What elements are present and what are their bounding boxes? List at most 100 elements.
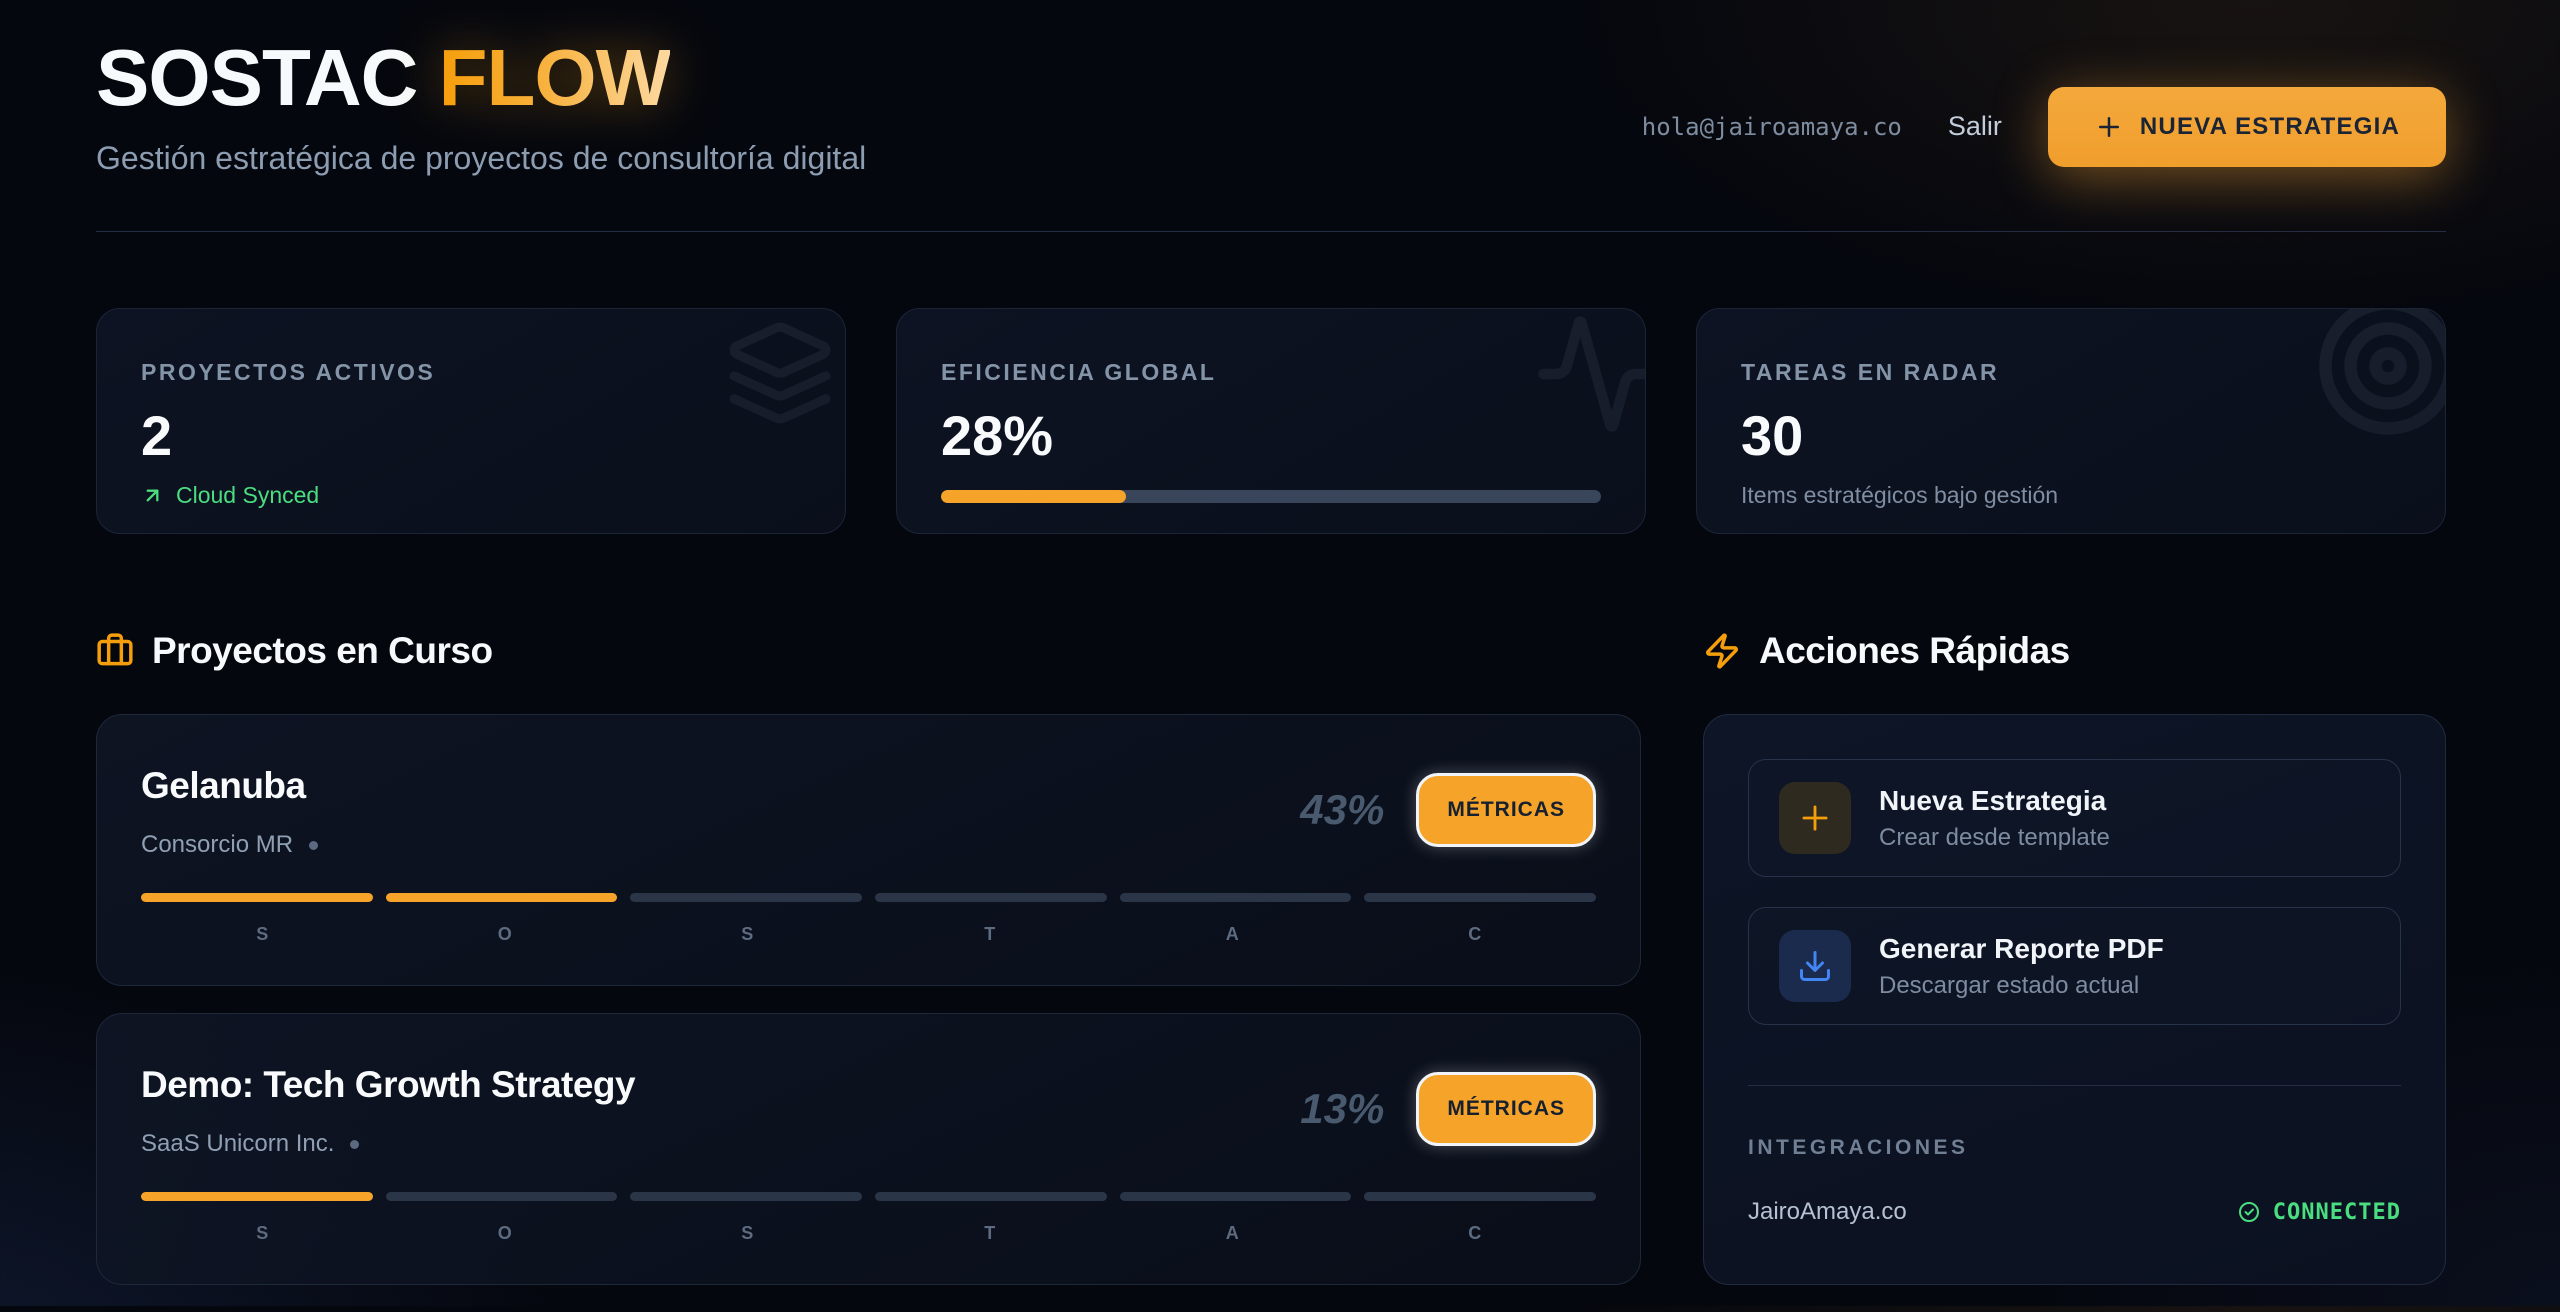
project-top: Gelanuba Consorcio MR 43% MÉTRICAS [141,765,1596,859]
efficiency-progress-track [941,490,1601,503]
stage-letter: S [741,924,754,944]
stage-letter: S [256,924,269,944]
action-subtitle: Crear desde template [1879,823,2110,851]
projects-section-title: Proyectos en Curso [152,630,493,671]
segment [1364,893,1597,902]
sostac-segments [141,1192,1597,1201]
plus-icon [2094,112,2124,142]
project-name: Gelanuba [141,765,306,806]
stat-note: Cloud Synced [141,482,801,509]
metrics-button[interactable]: MÉTRICAS [1416,773,1596,847]
segment [141,1192,373,1201]
stage-letter: C [1468,924,1482,944]
action-text: Nueva Estrategia Crear desde template [1879,785,2110,852]
stage-letter: S [256,1223,269,1243]
target-icon [2313,309,2445,441]
user-email: hola@jairoamaya.co [1641,112,1902,141]
stage-letter: A [1225,924,1239,944]
stat-label: EFICIENCIA GLOBAL [941,359,1217,385]
project-client-name: SaaS Unicorn Inc. [141,1130,335,1157]
action-subtitle: Descargar estado actual [1879,971,2140,999]
segment [630,893,863,902]
stat-note: Items estratégicos bajo gestión [1741,482,2401,509]
app-title: SOSTAC FLOW [96,36,866,120]
stat-label: PROYECTOS ACTIVOS [141,359,436,385]
panel-divider [1748,1085,2401,1086]
integration-row: JairoAmaya.co CONNECTED [1748,1198,2401,1226]
status-dot [350,1139,360,1149]
segment [385,893,618,902]
briefcase-icon [96,632,134,670]
project-meta: 43% MÉTRICAS [1300,773,1596,847]
project-percent: 13% [1300,1085,1385,1132]
header: SOSTAC FLOW Gestión estratégica de proye… [96,36,2446,177]
segment [875,893,1107,902]
download-icon [1779,930,1851,1002]
actions-section-title: Acciones Rápidas [1759,630,2070,671]
app-title-accent: FLOW [438,33,671,122]
segment [875,1192,1107,1201]
actions-column: Acciones Rápidas Nueva Estrategia Crear … [1703,630,2446,1312]
project-info: Gelanuba Consorcio MR [141,765,319,859]
segment [1119,893,1352,902]
new-strategy-button[interactable]: NUEVA ESTRATEGIA [2047,86,2446,167]
logout-link[interactable]: Salir [1947,111,2002,141]
segment [1364,1192,1597,1201]
stat-card-tasks-radar: TAREAS EN RADAR 30 Items estratégicos ba… [1696,308,2446,534]
stage-letter: O [497,1223,512,1243]
projects-column: Proyectos en Curso Gelanuba Consorcio MR… [96,630,1641,1312]
segment [141,893,373,902]
action-title: Generar Reporte PDF [1879,932,2164,964]
action-text: Generar Reporte PDF Descargar estado act… [1879,933,2164,1000]
app-title-primary: SOSTAC [96,33,418,122]
new-strategy-button-label: NUEVA ESTRATEGIA [2139,112,2400,140]
stat-label: TAREAS EN RADAR [1741,359,2000,385]
status-dot [309,840,319,850]
plus-icon [1779,782,1851,854]
project-name: Demo: Tech Growth Strategy [141,1064,636,1105]
stats-row: PROYECTOS ACTIVOS 2 Cloud Synced EFICIEN… [96,308,2446,534]
project-info: Demo: Tech Growth Strategy SaaS Unicorn … [141,1064,636,1158]
stat-value: 2 [141,404,173,467]
stage-letters: S O S T A C [141,1223,1596,1244]
integration-name: JairoAmaya.co [1748,1198,1907,1225]
brand: SOSTAC FLOW Gestión estratégica de proye… [96,36,866,177]
stage-letters: S O S T A C [141,924,1596,945]
project-client: SaaS Unicorn Inc. [141,1130,635,1158]
project-client: Consorcio MR [141,831,319,859]
arrow-up-right-icon [141,484,164,507]
activity-icon [1533,311,1645,437]
stat-note-text: Items estratégicos bajo gestión [1741,482,2059,508]
quick-actions-panel: Nueva Estrategia Crear desde template Ge… [1703,714,2446,1285]
app-subtitle: Gestión estratégica de proyectos de cons… [96,140,867,176]
project-card-demo-tech-growth: Demo: Tech Growth Strategy SaaS Unicorn … [96,1013,1641,1285]
metrics-button[interactable]: MÉTRICAS [1416,1072,1596,1146]
action-generate-pdf[interactable]: Generar Reporte PDF Descargar estado act… [1748,907,2401,1025]
project-percent: 43% [1300,786,1385,833]
project-meta: 13% MÉTRICAS [1300,1072,1596,1146]
segment [385,1192,618,1201]
header-divider [96,231,2446,232]
stat-value: 28% [941,404,1054,467]
actions-section-head: Acciones Rápidas [1703,630,2446,672]
integrations-label: INTEGRACIONES [1748,1136,1969,1159]
projects-section-head: Proyectos en Curso [96,630,1641,672]
stage-letter: T [984,924,996,944]
segment [630,1192,863,1201]
stage-letter: O [497,924,512,944]
integration-status-text: CONNECTED [2272,1199,2401,1225]
project-client-name: Consorcio MR [141,831,294,858]
stat-value: 30 [1741,404,1804,467]
stage-letter: T [984,1223,996,1243]
stage-letter: S [741,1223,754,1243]
stage-letter: A [1225,1223,1239,1243]
segment [1119,1192,1352,1201]
check-circle-icon [2237,1200,2261,1224]
stat-note-text: Cloud Synced [176,482,320,508]
project-top: Demo: Tech Growth Strategy SaaS Unicorn … [141,1064,1596,1158]
stage-letter: C [1468,1223,1482,1243]
action-new-strategy[interactable]: Nueva Estrategia Crear desde template [1748,759,2401,877]
zap-icon [1703,632,1741,670]
action-title: Nueva Estrategia [1879,784,2107,816]
